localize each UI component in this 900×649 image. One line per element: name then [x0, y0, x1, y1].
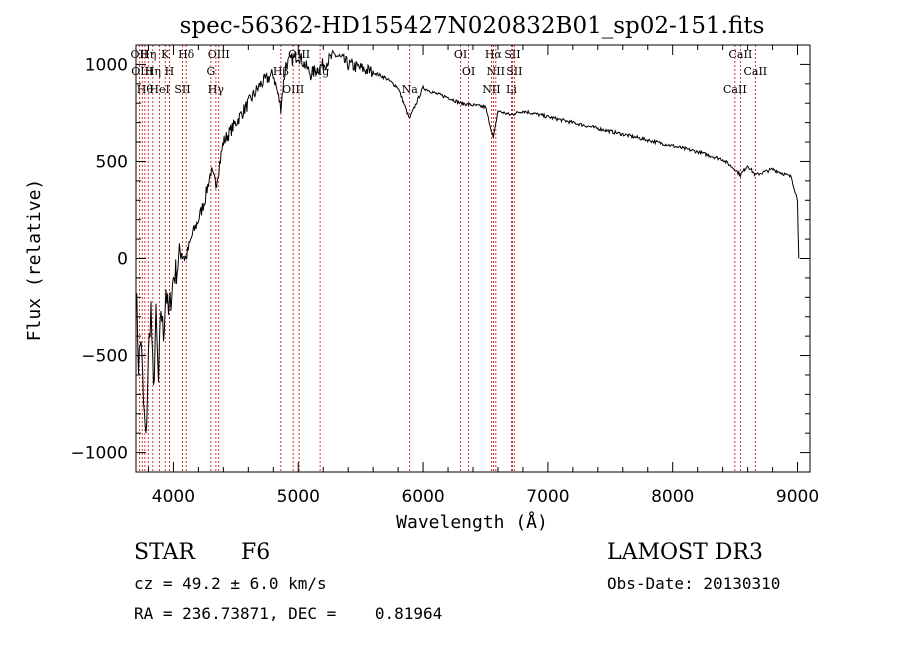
spectral-line-label: OIII — [208, 48, 230, 61]
spectral-line-label: OIII — [288, 48, 310, 61]
object-subclass: F6 — [241, 540, 271, 565]
observation-date: Obs-Date: 20130310 — [607, 574, 781, 593]
y-axis-label: Flux (relative) — [24, 179, 45, 342]
y-axis-ticks: −1000 −500 0 500 1000 — [70, 55, 810, 464]
x-tick-label: 6000 — [401, 487, 444, 507]
y-tick-label: 500 — [96, 152, 128, 172]
spectral-line-label: Hη — [140, 48, 156, 61]
x-tick-label: 5000 — [277, 487, 320, 507]
spectral-line-label: Na — [402, 83, 419, 96]
spectral-line-label: HeI — [149, 83, 169, 96]
flux-series-line — [135, 49, 800, 434]
spectral-line-markers — [138, 45, 756, 472]
spectral-line-label: Hη — [145, 65, 161, 78]
spectral-line-label: Li — [506, 83, 517, 96]
spectral-line-label: NII — [487, 65, 505, 78]
spectral-line-label: K — [161, 48, 170, 61]
spectral-line-label: Hθ — [137, 83, 154, 96]
y-tick-label: −1000 — [70, 444, 128, 464]
x-tick-label: 9000 — [776, 487, 819, 507]
spectral-line-label: OIII — [282, 83, 304, 96]
spectral-line-label: OI — [454, 48, 467, 61]
x-tick-label: 7000 — [526, 487, 569, 507]
spectral-line-label: CaII — [723, 83, 747, 96]
spectral-line-labels: OIIOIIIHθHηHηHeIKHSIIHδGHγOIIIHβOIIIOIII… — [131, 48, 768, 96]
spectral-line-label: SII — [506, 65, 522, 78]
x-axis-label: Wavelength (Å) — [396, 511, 548, 533]
spectral-line-label: G — [206, 65, 215, 78]
y-tick-label: −500 — [81, 347, 128, 367]
spectral-line-label: Hα — [485, 48, 503, 61]
spectral-line-label: OII — [131, 48, 149, 61]
spectral-line-label: Hδ — [178, 48, 195, 61]
redshift-value: cz = 49.2 ± 6.0 km/s — [134, 574, 327, 593]
spectral-line-label: Hγ — [208, 83, 225, 96]
spectral-line-label: H — [165, 65, 175, 78]
plot-frame — [135, 44, 811, 473]
spectral-line-label: SII — [174, 83, 190, 96]
spectral-line-label: CaII — [743, 65, 767, 78]
spectral-line-label: SII — [504, 48, 520, 61]
coordinates: RA = 236.73871, DEC = 0.81964 — [134, 604, 443, 623]
y-tick-label: 0 — [117, 250, 128, 270]
spectral-line-label: OI — [462, 65, 475, 78]
chart-title: spec-56362-HD155427N020832B01_sp02-151.f… — [180, 13, 765, 39]
x-tick-label: 4000 — [152, 487, 195, 507]
spectral-line-label: OIII — [131, 65, 153, 78]
x-axis-ticks: 4000 5000 6000 7000 8000 9000 — [147, 45, 819, 507]
object-class: STAR — [134, 540, 195, 565]
x-tick-label: 8000 — [651, 487, 694, 507]
spectral-line-label: NII — [482, 83, 500, 96]
y-tick-label: 1000 — [85, 55, 128, 75]
spectral-line-label: CaII — [729, 48, 753, 61]
survey-name: LAMOST DR3 — [607, 540, 763, 565]
